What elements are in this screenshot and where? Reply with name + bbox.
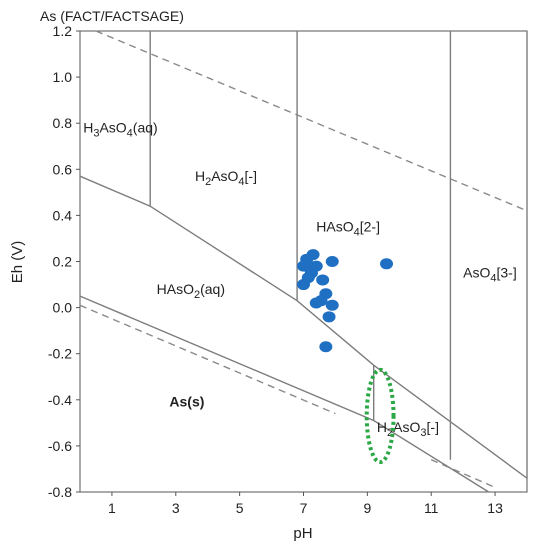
sample-point: [297, 279, 310, 291]
x-tick-label: 3: [172, 500, 180, 516]
x-tick-label: 5: [236, 500, 244, 516]
region-labels: H3AsO4(aq) H2AsO4[-] HAsO4[2-] AsO4[3-] HAsO…: [83, 119, 517, 439]
region-label-ass: As(s): [169, 394, 204, 410]
x-tick-label: 13: [487, 500, 503, 516]
region-label-h3aso4: H3AsO4(aq): [83, 119, 158, 139]
sample-point: [325, 256, 339, 267]
boundary-line-0: [79, 175, 528, 479]
region-label-haso4: HAsO4[2-]: [316, 219, 380, 239]
region-label-haso2: HAsO2(aq): [157, 281, 225, 301]
y-tick-label: 0.8: [53, 115, 73, 131]
y-tick-label: 1.2: [53, 23, 73, 39]
sample-point: [309, 297, 323, 309]
y-tick-label: -0.8: [48, 484, 72, 500]
water-line-1: [79, 304, 336, 415]
y-tick-label: 1.0: [53, 69, 73, 85]
water-line-2: [430, 459, 496, 489]
y-tick-label: -0.2: [48, 346, 72, 362]
water-stability-lines: [79, 30, 528, 489]
highlight-ellipse: [364, 367, 396, 465]
y-tick-label: -0.4: [48, 392, 72, 408]
x-axis-label: pH: [293, 525, 312, 542]
y-tick-label: 0.6: [53, 161, 73, 177]
region-label-aso4: AsO4[3-]: [463, 265, 517, 285]
water-line-0: [95, 30, 528, 212]
sample-point: [316, 274, 330, 286]
phase-boundaries: [79, 31, 528, 493]
sample-points: [297, 249, 394, 353]
x-tick-label: 11: [424, 500, 439, 516]
y-tick-label: 0.2: [53, 254, 73, 270]
x-ticks: 1 3 5 7 9 11 13: [108, 492, 503, 516]
y-axis-label: Eh (V): [9, 241, 26, 284]
x-tick-label: 7: [300, 500, 308, 516]
h2aso3-highlight-ellipse: [364, 367, 396, 465]
region-label-h2aso4: H2AsO4[-]: [195, 168, 257, 188]
y-tick-label: 0.4: [53, 207, 73, 223]
sample-point: [380, 258, 394, 270]
y-tick-label: 0.0: [53, 300, 73, 316]
sample-point: [319, 341, 333, 353]
y-tick-label: -0.6: [48, 438, 72, 454]
x-tick-label: 1: [108, 500, 116, 516]
sample-point: [322, 311, 336, 323]
region-label-h2aso3: H2AsO3[-]: [377, 419, 439, 439]
chart-title: As (FACT/FACTSAGE): [40, 8, 184, 24]
sample-point: [325, 299, 339, 311]
y-ticks: 1.2 1.0 0.8 0.6 0.4 0.2 0.0 -0.2 -0.4 -0.6 -0.8: [48, 23, 80, 500]
x-tick-label: 9: [363, 500, 371, 516]
boundary-line-5: [79, 295, 490, 493]
